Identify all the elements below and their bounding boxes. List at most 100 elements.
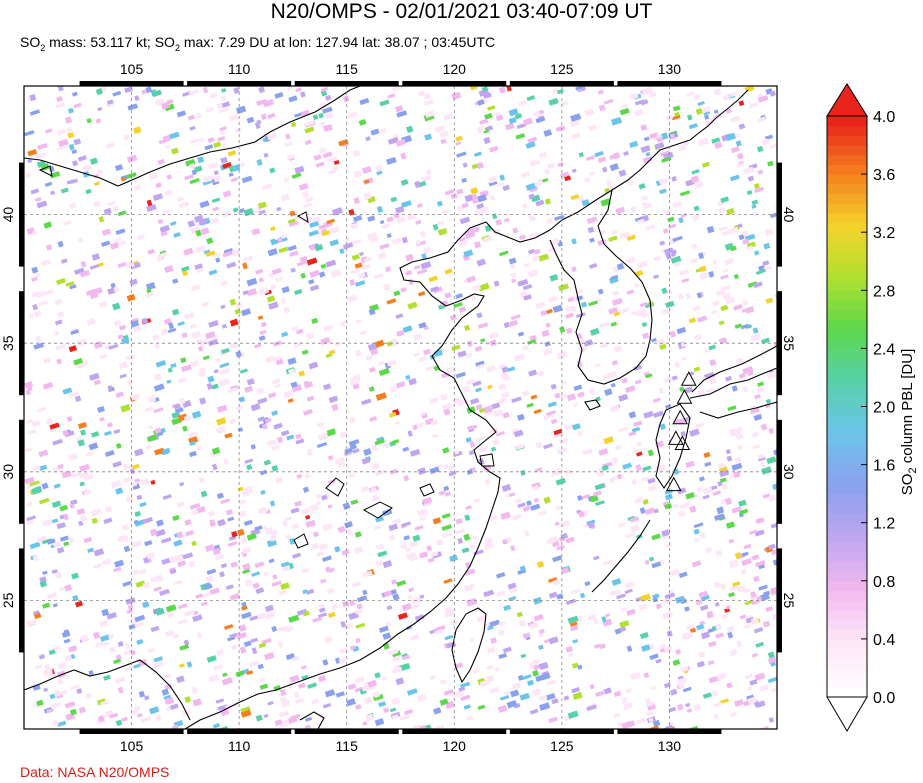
so2-pixel [334, 341, 342, 347]
so2-pixel [26, 519, 35, 526]
so2-pixel [169, 703, 179, 710]
so2-pixel [445, 365, 457, 374]
so2-pixel [693, 93, 701, 101]
so2-pixel [234, 302, 243, 309]
so2-pixel [480, 338, 486, 343]
so2-pixel [322, 522, 333, 532]
so2-pixel [281, 286, 290, 294]
so2-pixel [293, 691, 300, 699]
so2-pixel [478, 282, 490, 292]
so2-pixel [595, 690, 605, 698]
so2-pixel [219, 130, 226, 136]
so2-pixel [202, 179, 213, 186]
lon-tick-label: 130 [658, 61, 682, 77]
so2-pixel [401, 521, 412, 528]
so2-pixel [522, 203, 528, 210]
so2-pixel [394, 105, 404, 113]
so2-pixel [213, 170, 219, 176]
so2-pixel [44, 128, 53, 134]
lat-tick-label: 35 [781, 335, 797, 351]
so2-pixel [742, 238, 750, 245]
so2-pixel [48, 649, 56, 656]
so2-pixel [235, 105, 247, 115]
so2-pixel [327, 430, 336, 437]
so2-pixel [704, 348, 710, 354]
so2-pixel [183, 609, 195, 617]
so2-pixel [712, 259, 718, 265]
so2-pixel [375, 543, 384, 550]
volcano-icon [672, 409, 689, 425]
colorbar-band [827, 658, 867, 669]
so2-pixel [153, 407, 164, 414]
so2-pixel [112, 460, 122, 468]
so2-pixel [257, 663, 264, 670]
so2-pixel [577, 664, 583, 670]
so2-pixel [318, 271, 326, 278]
so2-pixel [611, 229, 619, 235]
so2-pixel [724, 257, 735, 266]
so2-pixel [766, 456, 777, 465]
so2-pixel [134, 184, 142, 191]
so2-pixel [303, 216, 314, 225]
so2-pixel [425, 365, 435, 372]
so2-pixel [629, 140, 639, 148]
so2-pixel [754, 672, 766, 681]
so2-pixel [725, 605, 731, 610]
so2-pixel [170, 221, 177, 226]
so2-pixel [670, 255, 682, 264]
lon-tick-label: 120 [443, 738, 467, 754]
so2-pixel [393, 212, 400, 219]
so2-pixel [322, 555, 332, 562]
so2-pixel [343, 623, 354, 630]
so2-pixel [93, 562, 103, 570]
so2-pixel [275, 476, 284, 484]
so2-pixel [157, 218, 164, 225]
so2-pixel [634, 496, 645, 504]
so2-pixel [589, 237, 595, 243]
so2-pixel [31, 266, 39, 274]
so2-pixel [730, 146, 740, 154]
so2-pixel [43, 357, 51, 364]
so2-pixel [693, 366, 701, 372]
so2-pixel [745, 306, 755, 314]
colorbar-band [827, 270, 867, 282]
so2-pixel [302, 190, 310, 199]
so2-pixel [589, 494, 599, 503]
so2-pixel [250, 403, 261, 412]
so2-pixel [470, 295, 477, 302]
so2-pixel [318, 147, 327, 154]
so2-pixel [700, 604, 709, 611]
so2-pixel [208, 269, 218, 276]
so2-pixel [32, 554, 39, 562]
so2-pixel [490, 637, 498, 644]
so2-pixel [83, 474, 94, 481]
so2-pixel [463, 533, 471, 542]
so2-pixel [382, 632, 392, 640]
so2-pixel [470, 187, 479, 195]
so2-pixel [479, 679, 490, 688]
so2-pixel [72, 594, 79, 602]
so2-pixel [488, 176, 497, 184]
so2-pixel [726, 207, 735, 216]
so2-pixel [747, 696, 757, 705]
so2-pixel [190, 330, 202, 340]
so2-pixel [348, 599, 356, 607]
so2-pixel [33, 342, 45, 350]
so2-pixel [32, 465, 41, 472]
so2-pixel [276, 206, 282, 212]
so2-pixel [711, 309, 718, 315]
so2-pixel [166, 174, 172, 180]
so2-pixel [548, 716, 558, 724]
so2-pixel [43, 289, 54, 296]
so2-pixel [80, 429, 87, 436]
so2-pixel [266, 538, 278, 548]
so2-pixel [354, 349, 362, 357]
so2-pixel [306, 448, 314, 457]
lon-tick-bar [402, 729, 507, 734]
coast-ryukyu [591, 519, 651, 593]
so2-pixel [516, 122, 527, 130]
colorbar-band [827, 600, 867, 611]
so2-pixel [373, 693, 384, 702]
so2-pixel [730, 559, 736, 567]
so2-pixel [365, 713, 374, 722]
